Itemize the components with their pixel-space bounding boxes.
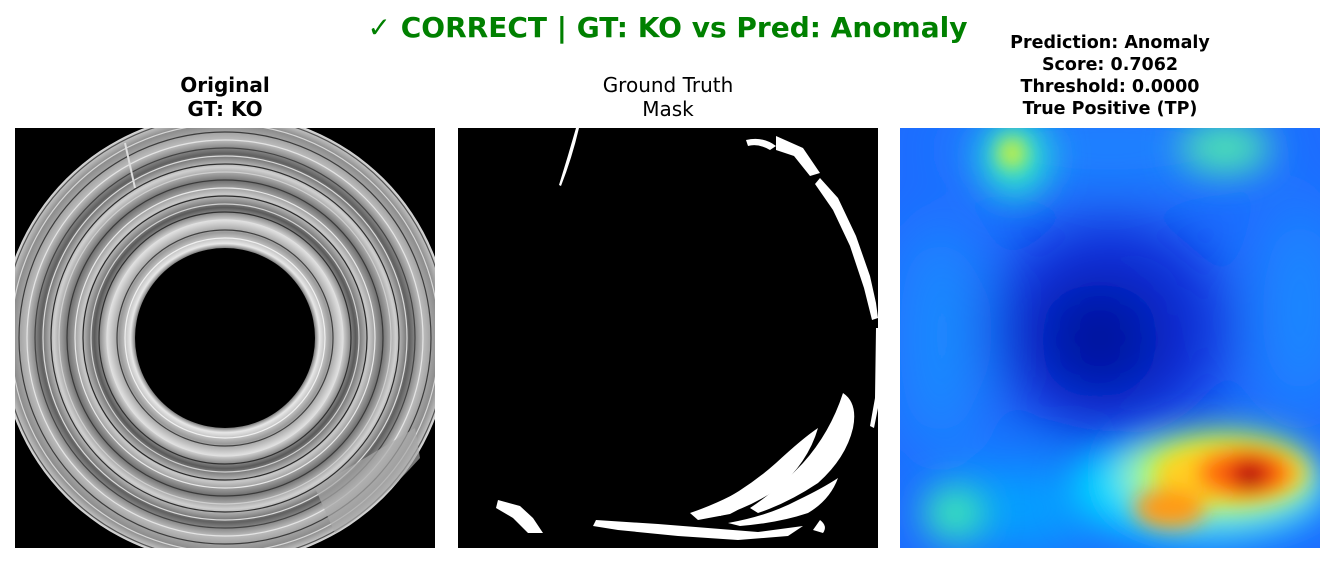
original-image: [15, 128, 435, 548]
center-hole: [135, 248, 315, 428]
ring-grooves: [15, 128, 435, 548]
anomaly-heatmap: [900, 128, 1320, 548]
ground-truth-title-line1: Ground Truth: [602, 73, 734, 97]
prediction-score: Score: 0.7062: [1041, 55, 1179, 75]
figure-title: ✓ CORRECT | GT: KO vs Pred: Anomaly: [367, 11, 968, 44]
surface-defect: [315, 428, 420, 533]
ground-truth-mask: [458, 128, 878, 548]
prediction-outcome: True Positive (TP): [1022, 99, 1198, 119]
prediction-label: Prediction: Anomaly: [1010, 33, 1210, 53]
ground-truth-title-line2: Mask: [642, 97, 694, 121]
original-title: Original GT: KO: [15, 73, 435, 121]
prediction-threshold: Threshold: 0.0000: [1020, 77, 1200, 97]
original-title-line1: Original: [180, 73, 270, 97]
defect-regions: [496, 128, 878, 540]
ground-truth-title: Ground Truth Mask: [458, 73, 878, 121]
prediction-title: Prediction: Anomaly Score: 0.7062 Thresh…: [900, 32, 1320, 120]
original-title-line2: GT: KO: [187, 97, 263, 121]
